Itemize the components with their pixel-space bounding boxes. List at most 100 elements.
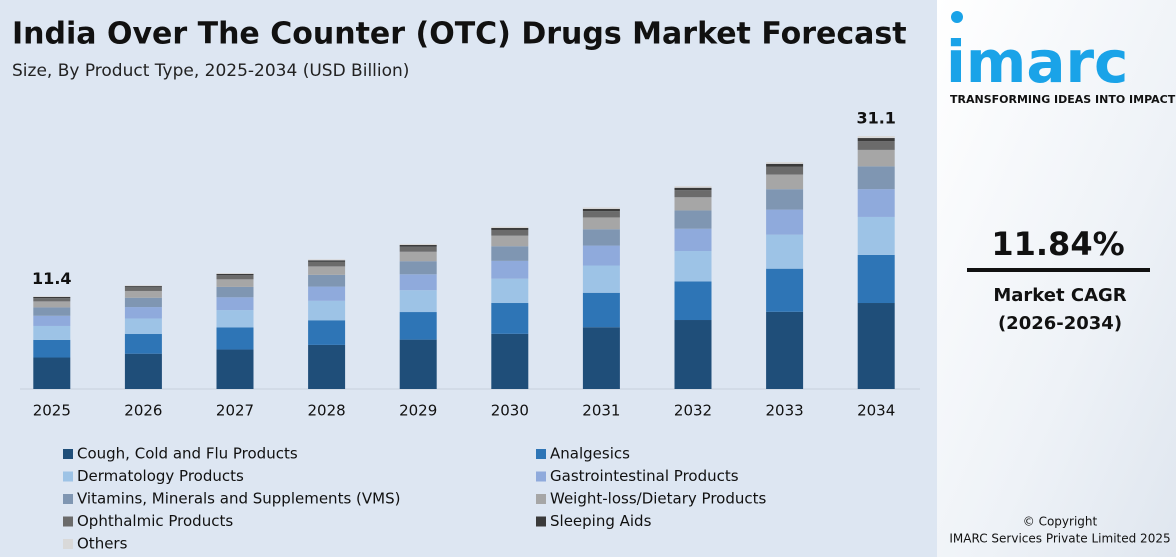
legend-label: Analgesics (550, 445, 630, 463)
cagr: 11.84% (991, 225, 1124, 263)
bar-segment (674, 210, 712, 229)
bar-segment (491, 278, 529, 304)
bar-segment (399, 243, 437, 246)
bar-segment (766, 166, 804, 175)
sidebar (937, 0, 1176, 557)
bar-segment (766, 174, 804, 190)
bar-segment (674, 187, 712, 191)
legend-swatch (536, 471, 546, 482)
bar-segment (857, 216, 895, 255)
legend-label: Sleeping Aids (550, 512, 652, 530)
bar-segment (308, 266, 346, 275)
logo: imarc (946, 28, 1128, 96)
legend-swatch (63, 516, 73, 527)
bar-segment (124, 318, 162, 335)
bar-segment (308, 274, 346, 287)
legend-label: Cough, Cold and Flu Products (77, 445, 298, 463)
bar-segment (399, 261, 437, 275)
bar-segment (124, 353, 162, 389)
bar-segment (216, 327, 254, 350)
bar-segment (308, 260, 346, 262)
bar-segment (216, 275, 254, 280)
bar-segment (674, 251, 712, 282)
legend-label: Vitamins, Minerals and Supplements (VMS) (77, 490, 400, 508)
bar-segment (491, 303, 529, 334)
bar-segment (674, 281, 712, 321)
legend-label: Dermatology Products (77, 467, 244, 485)
bar-segment (857, 166, 895, 190)
bar-segment (766, 234, 804, 269)
bar-segment (582, 211, 620, 218)
bar-segment (124, 297, 162, 308)
bar-segment (766, 268, 804, 312)
bar-segment (491, 226, 529, 229)
bar-segment (674, 190, 712, 198)
x-tick-label: 2028 (308, 402, 346, 420)
bar-segment (124, 290, 162, 298)
bar-segment (491, 229, 529, 236)
bar-segment (399, 251, 437, 262)
bar-segment (124, 307, 162, 319)
logo-dot (951, 11, 963, 23)
bar-segment (33, 301, 71, 308)
bar-segment (308, 344, 346, 389)
x-tick-label: 2033 (766, 402, 804, 420)
bar-segment (124, 287, 162, 291)
bar-segment (582, 217, 620, 230)
bar-segment (582, 245, 620, 266)
bar-segment (124, 285, 162, 287)
bar-segment (582, 327, 620, 389)
total-label: 11.4 (32, 269, 71, 288)
bar-segment (33, 298, 71, 302)
bar-segment (216, 279, 254, 287)
bar-segment (491, 235, 529, 247)
bar-segment (674, 320, 712, 389)
x-tick-label: 2025 (33, 402, 71, 420)
chart-subtitle: Size, By Product Type, 2025-2034 (USD Bi… (12, 61, 409, 81)
legend-swatch (63, 494, 73, 504)
x-tick-label: 2026 (124, 402, 162, 420)
bar-segment (857, 141, 895, 150)
copyright: © Copyright (1023, 515, 1098, 529)
bar-segment (857, 303, 895, 389)
x-tick-label: 2029 (399, 402, 437, 420)
chart-title: India Over The Counter (OTC) Drugs Marke… (12, 17, 907, 52)
bar-segment (766, 189, 804, 210)
legend-swatch (536, 516, 546, 527)
bar-segment (124, 286, 162, 288)
bar-segment (399, 245, 437, 247)
bar-segment (582, 208, 620, 212)
x-tick-label: 2030 (491, 402, 529, 420)
legend-swatch (536, 449, 546, 459)
x-tick-label: 2027 (216, 402, 254, 420)
legend-label: Ophthalmic Products (77, 512, 233, 530)
bar-segment (33, 325, 71, 340)
bar-segment (674, 197, 712, 211)
bar-segment (766, 209, 804, 235)
bar-segment (33, 357, 71, 389)
bar-segment (582, 292, 620, 328)
legend-label: Gastrointestinal Products (550, 467, 739, 485)
bar-segment (857, 189, 895, 217)
x-tick-label: 2032 (674, 402, 712, 420)
bar-segment (33, 296, 71, 299)
bar-segment (308, 320, 346, 345)
cagr-period: (2026-2034) (998, 313, 1122, 334)
company: IMARC Services Private Limited 2025 (949, 532, 1170, 546)
bar-segment (33, 315, 71, 326)
bar-segment (399, 290, 437, 313)
bar-segment (491, 333, 529, 389)
bar-segment (216, 349, 254, 389)
bar-segment (216, 273, 254, 276)
bar-segment (582, 207, 620, 209)
bar-segment (857, 136, 895, 139)
bar-segment (582, 229, 620, 246)
bar-segment (674, 228, 712, 252)
bar-segment (674, 186, 712, 188)
bar-segment (491, 246, 529, 261)
legend-swatch (536, 494, 546, 504)
bar-segment (124, 334, 162, 354)
legend-swatch (63, 449, 73, 459)
legend-label: Others (77, 535, 128, 553)
